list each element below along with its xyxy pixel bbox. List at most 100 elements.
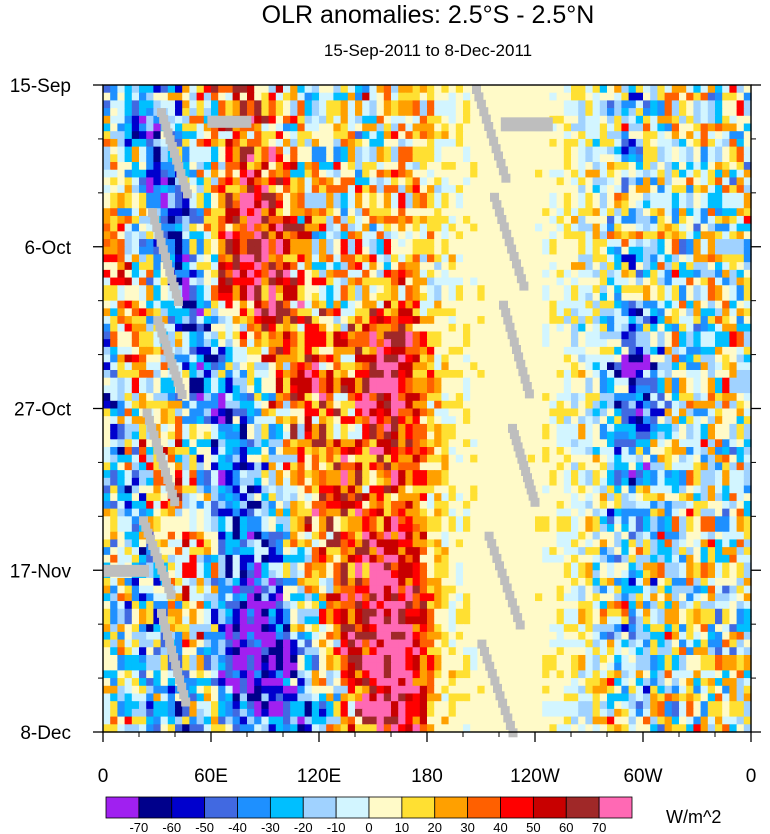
heatmap-cell (484, 85, 493, 94)
heatmap-cell (448, 400, 457, 410)
heatmap-cell (283, 308, 291, 317)
heatmap-cell (369, 300, 378, 309)
heatmap-cell (700, 316, 709, 325)
heatmap-cell (160, 85, 169, 94)
heatmap-cell (506, 162, 514, 171)
heatmap-cell (268, 508, 277, 517)
heatmap-cell (571, 470, 579, 479)
heatmap-cell (117, 323, 126, 333)
heatmap-cell (311, 200, 320, 209)
heatmap-cell (196, 454, 205, 464)
heatmap-cell (635, 362, 644, 371)
heatmap-cell (470, 131, 478, 140)
heatmap-cell (621, 447, 630, 456)
heatmap-cell (383, 308, 392, 317)
heatmap-cell (607, 331, 615, 340)
heatmap-cell (650, 108, 658, 117)
heatmap-cell (153, 493, 162, 502)
heatmap-cell (232, 154, 241, 163)
heatmap-cell (484, 423, 493, 433)
heatmap-cell (743, 208, 752, 217)
heatmap-cell (225, 138, 234, 148)
heatmap-cell (643, 485, 651, 494)
heatmap-cell (455, 169, 464, 179)
heatmap-cell (405, 292, 414, 302)
heatmap-cell (304, 339, 313, 348)
heatmap-cell (441, 292, 450, 302)
heatmap-cell (383, 354, 392, 363)
heatmap-cell (506, 269, 514, 279)
heatmap-cell (621, 400, 630, 410)
heatmap-cell (304, 369, 313, 379)
heatmap-cell (398, 300, 406, 309)
heatmap-cell (203, 462, 212, 471)
heatmap-cell (376, 269, 385, 279)
heatmap-cell (542, 185, 550, 194)
heatmap-cell (700, 223, 709, 232)
heatmap-cell (693, 423, 702, 433)
heatmap-cell (189, 385, 198, 394)
heatmap-cell (621, 431, 630, 440)
heatmap-cell (355, 485, 363, 494)
heatmap-cell (679, 439, 687, 448)
heatmap-cell (247, 400, 255, 410)
heatmap-cell (391, 477, 399, 487)
heatmap-cell (664, 369, 673, 379)
heatmap-cell (621, 131, 630, 140)
heatmap-cell (484, 454, 493, 464)
heatmap-cell (506, 108, 514, 117)
heatmap-cell (707, 408, 716, 417)
heatmap-cell (369, 223, 378, 232)
heatmap-cell (729, 215, 738, 225)
heatmap-cell (434, 470, 442, 479)
heatmap-cell (362, 493, 370, 502)
heatmap-cell (729, 138, 738, 148)
heatmap-cell (333, 447, 342, 456)
heatmap-cell (333, 169, 342, 179)
heatmap-cell (434, 369, 442, 379)
heatmap-cell (671, 154, 680, 163)
heatmap-cell (715, 138, 723, 148)
heatmap-cell (664, 454, 673, 464)
heatmap-cell (218, 292, 226, 302)
heatmap-cell (635, 369, 644, 379)
heatmap-cell (304, 385, 313, 394)
heatmap-cell (160, 439, 169, 448)
heatmap-cell (607, 162, 615, 171)
heatmap-cell (535, 385, 543, 394)
heatmap-cell (578, 231, 586, 240)
heatmap-cell (117, 292, 126, 302)
heatmap-cell (412, 146, 421, 155)
heatmap-cell (470, 146, 478, 155)
heatmap-cell (405, 231, 414, 240)
heatmap-cell (275, 485, 284, 494)
heatmap-cell (182, 208, 190, 217)
heatmap-cell (707, 115, 716, 125)
heatmap-cell (441, 239, 450, 248)
heatmap-cell (585, 269, 594, 279)
heatmap-cell (376, 85, 385, 94)
heatmap-cell (290, 493, 298, 502)
heatmap-cell (189, 208, 198, 217)
heatmap-cell (290, 162, 298, 171)
heatmap-cell (434, 400, 442, 410)
heatmap-cell (275, 177, 284, 186)
heatmap-cell (556, 177, 565, 186)
heatmap-cell (715, 493, 723, 502)
heatmap-cell (139, 277, 147, 286)
heatmap-cell (304, 277, 313, 286)
heatmap-cell (153, 162, 162, 171)
heatmap-cell (326, 146, 334, 155)
heatmap-cell (535, 262, 543, 271)
heatmap-cell (463, 339, 471, 348)
heatmap-cell (175, 331, 183, 340)
heatmap-cell (427, 323, 435, 333)
heatmap-cell (599, 377, 608, 386)
heatmap-cell (441, 393, 450, 402)
heatmap-cell (628, 331, 637, 340)
heatmap-cell (535, 485, 543, 494)
heatmap-cell (247, 508, 255, 517)
heatmap-cell (700, 200, 709, 209)
heatmap-cell (376, 369, 385, 379)
heatmap-cell (340, 308, 349, 317)
